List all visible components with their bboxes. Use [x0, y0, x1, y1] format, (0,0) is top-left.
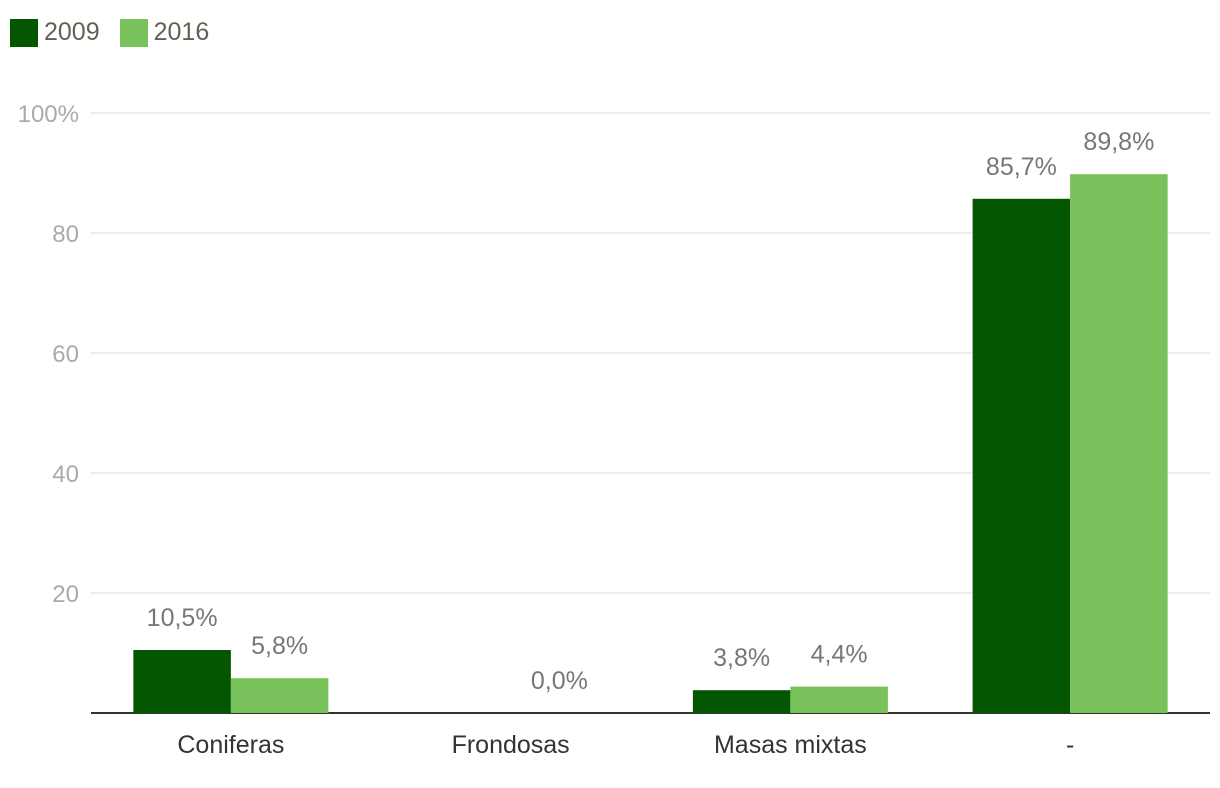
chart-legend: 2009 2016: [10, 18, 209, 47]
bar-2016-2[interactable]: [790, 686, 888, 713]
data-label-2016-0: 5,8%: [251, 632, 308, 660]
bar-2009-0[interactable]: [133, 650, 231, 713]
legend-item-2016[interactable]: 2016: [119, 18, 210, 47]
category-label-2: Masas mixtas: [714, 731, 867, 759]
y-tick-label-60: 60: [52, 341, 79, 368]
category-label-0: Coniferas: [177, 731, 284, 759]
bar-2016-3[interactable]: [1070, 174, 1168, 713]
legend-item-2009[interactable]: 2009: [10, 18, 100, 47]
data-label-2016-3: 89,8%: [1083, 128, 1154, 156]
data-label-2009-2: 3,8%: [713, 644, 770, 672]
data-label-2016-1: 0,0%: [531, 667, 588, 695]
labels-layer: 10,5% 5,8% Coniferas 0,0% Frondosas 3,8% 4,4% M…: [147, 128, 1155, 759]
legend-swatch-2016: [119, 18, 148, 47]
y-tick-label-40: 40: [52, 461, 79, 488]
bar-2009-3[interactable]: [972, 198, 1071, 714]
data-label-2009-0: 10,5%: [147, 604, 218, 632]
y-tick-label-80: 80: [52, 221, 79, 248]
bars-layer: [133, 174, 1168, 714]
category-label-3: -: [1066, 731, 1074, 759]
data-label-2009-3: 85,7%: [986, 153, 1057, 181]
y-tick-label-20: 20: [52, 581, 79, 608]
y-tick-label-100: 100%: [18, 101, 79, 128]
legend-label-2016: 2016: [153, 18, 210, 46]
bar-2009-2[interactable]: [692, 690, 791, 713]
data-label-2016-2: 4,4%: [811, 641, 868, 669]
legend-swatch-2009: [10, 18, 38, 47]
bar-2016-0[interactable]: [230, 678, 329, 713]
category-label-1: Frondosas: [452, 731, 570, 759]
legend-label-2009: 2009: [44, 18, 100, 46]
